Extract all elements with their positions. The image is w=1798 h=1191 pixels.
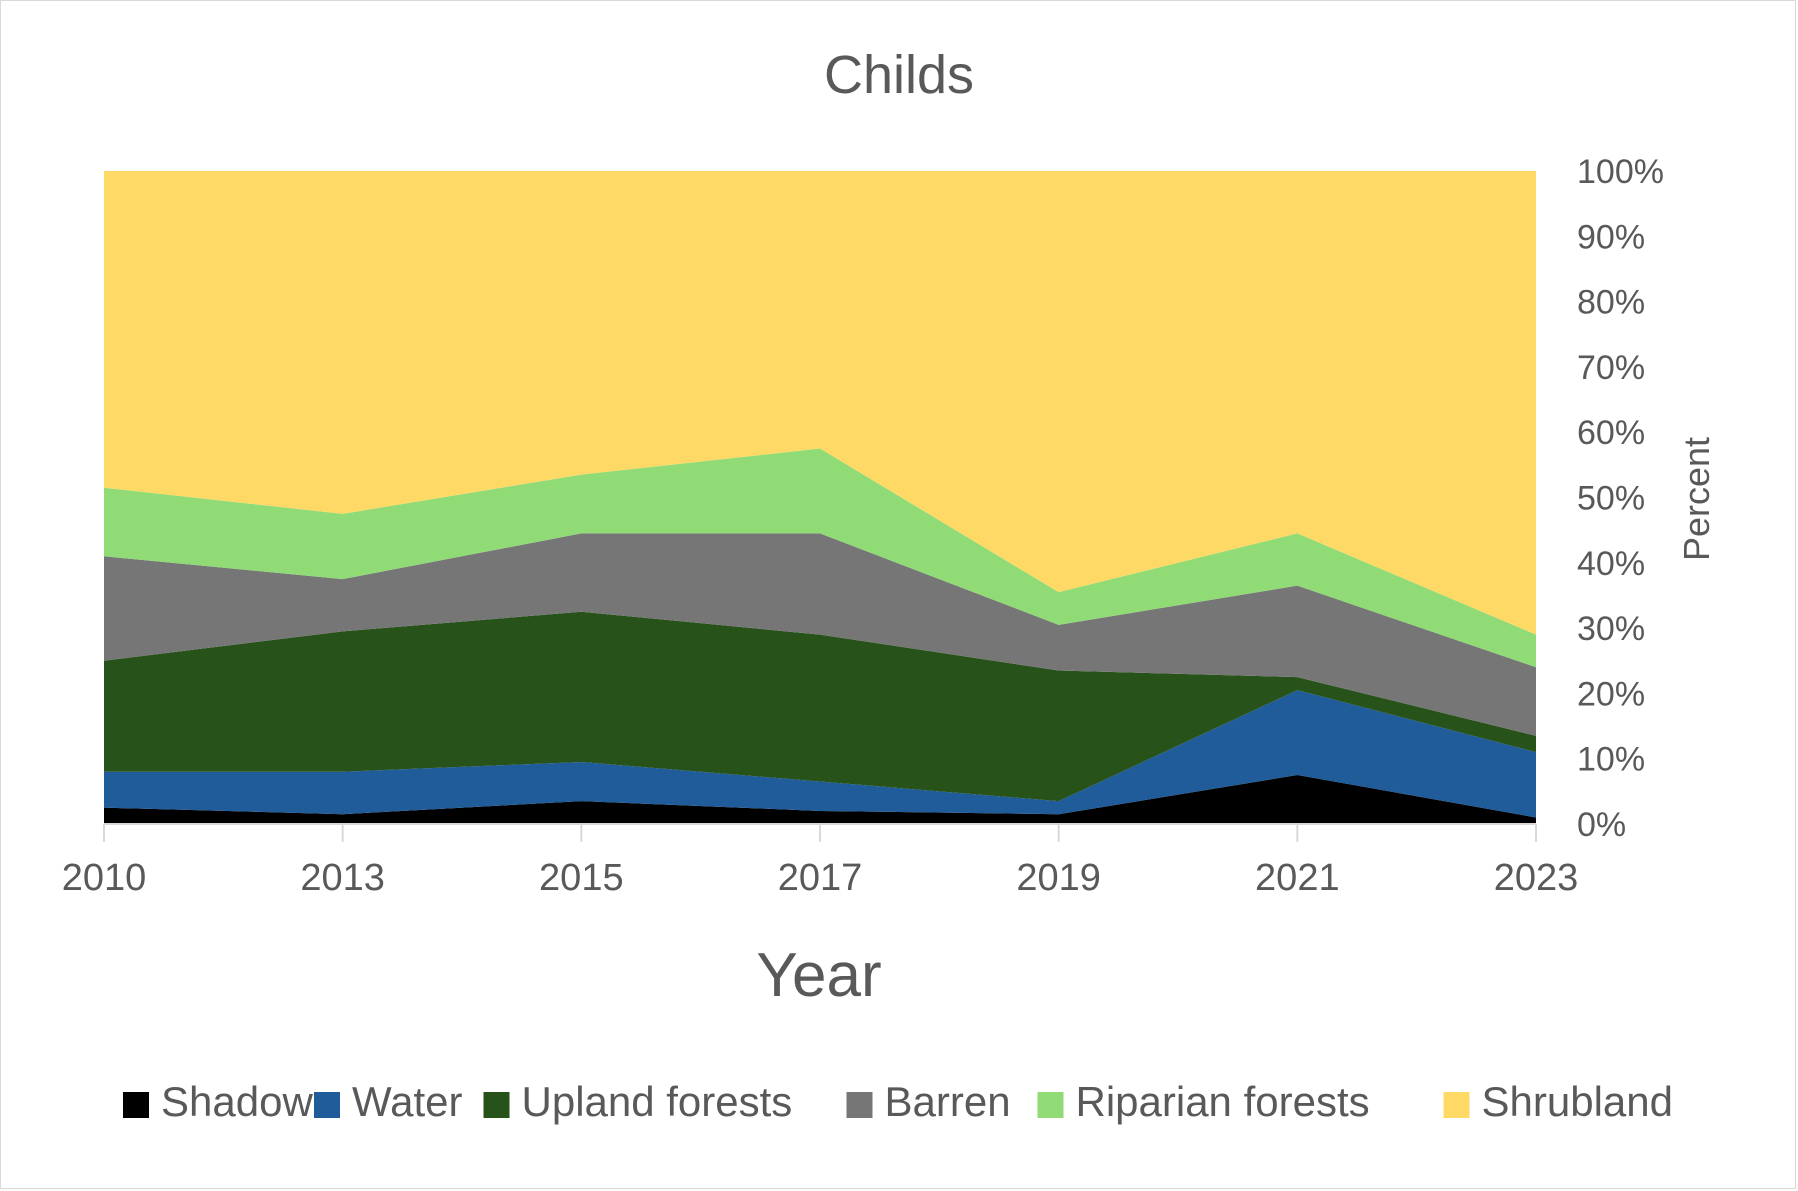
legend-label-barren: Barren <box>885 1078 1011 1125</box>
y-tick-label: 80% <box>1577 284 1645 322</box>
y-axis-label: Percent <box>1676 437 1717 561</box>
legend-swatch-water <box>314 1092 340 1118</box>
x-axis-tick-labels: 2010 2013 2015 2017 2019 2021 2023 <box>62 857 1579 899</box>
x-tick-label: 2021 <box>1255 857 1340 899</box>
x-tick-label: 2017 <box>778 857 863 899</box>
area-upland-forests <box>104 611 1536 802</box>
x-tick-label: 2015 <box>539 857 624 899</box>
area-shrubland <box>104 171 1536 635</box>
legend-label-shadow: Shadow <box>161 1078 313 1125</box>
y-tick-label: 30% <box>1577 610 1645 648</box>
area-shadow <box>104 775 1536 824</box>
legend: Shadow Water Upland forests Barren Riparian … <box>123 1078 1673 1125</box>
legend-swatch-shadow <box>123 1092 149 1118</box>
area-series-group <box>104 171 1536 824</box>
y-axis-tick-labels: 0% 10% 20% 30% 40% 50% 60% 70% 80% 90% 100% <box>1577 153 1664 844</box>
y-tick-label: 0% <box>1577 806 1626 844</box>
y-tick-label: 10% <box>1577 741 1645 779</box>
y-tick-label: 50% <box>1577 480 1645 518</box>
x-tick-label: 2010 <box>62 857 147 899</box>
y-tick-label: 70% <box>1577 349 1645 387</box>
x-axis-label: Year <box>756 941 881 1010</box>
y-tick-label: 20% <box>1577 675 1645 713</box>
x-tick-label: 2013 <box>300 857 385 899</box>
legend-label-riparian-forests: Riparian forests <box>1076 1078 1370 1125</box>
legend-swatch-upland-forests <box>483 1092 510 1118</box>
legend-swatch-barren <box>846 1092 873 1118</box>
legend-label-shrubland: Shrubland <box>1482 1078 1673 1125</box>
chart-title: Childs <box>824 45 974 105</box>
y-tick-label: 100% <box>1577 153 1664 191</box>
y-tick-label: 90% <box>1577 218 1645 256</box>
x-tick-label: 2019 <box>1016 857 1101 899</box>
y-tick-label: 40% <box>1577 545 1645 583</box>
legend-swatch-riparian-forests <box>1037 1092 1064 1118</box>
x-tick-label: 2023 <box>1494 857 1579 899</box>
y-tick-label: 60% <box>1577 414 1645 452</box>
area-barren <box>104 533 1536 736</box>
legend-label-upland-forests: Upland forests <box>522 1078 793 1125</box>
legend-label-water: Water <box>352 1078 462 1125</box>
area-riparian-forests <box>104 448 1536 668</box>
area-water <box>104 690 1536 818</box>
x-axis-ticks <box>103 824 1537 842</box>
legend-swatch-shrubland <box>1443 1092 1470 1118</box>
